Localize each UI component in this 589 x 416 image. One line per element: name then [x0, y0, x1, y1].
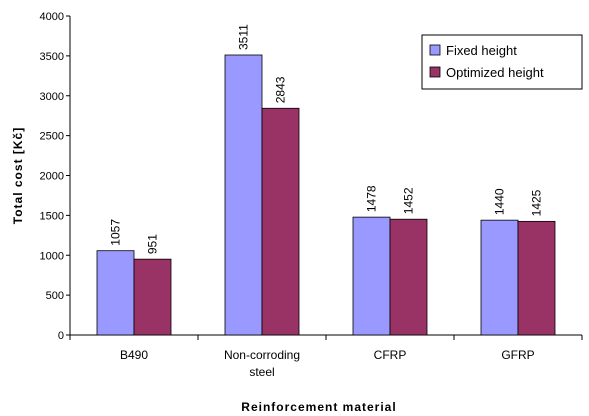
bar-fixed-height: [224, 54, 263, 336]
legend-swatch: [429, 44, 441, 56]
data-label: 1440: [493, 188, 507, 215]
data-label: 1425: [530, 189, 544, 216]
data-label: 3511: [237, 24, 251, 50]
bar-optimized-height: [133, 258, 172, 336]
category-label: GFRP: [501, 348, 534, 362]
y-tick-label: 3000: [40, 91, 64, 103]
data-label: 1452: [402, 187, 416, 214]
y-tick-label: 2000: [40, 171, 64, 183]
x-axis-title: Reinforcement material: [241, 400, 396, 414]
y-tick-label: 500: [46, 290, 64, 302]
y-tick-label: 0: [58, 330, 64, 342]
legend: Fixed height Optimized height: [421, 34, 583, 90]
legend-box: [421, 34, 583, 90]
y-tick-label: 3500: [40, 51, 64, 63]
bar-fixed-height: [96, 250, 135, 336]
bar-fixed-height: [352, 216, 391, 336]
data-label: 1478: [365, 185, 379, 212]
bar-fixed-height: [480, 219, 519, 336]
data-label: 1057: [109, 219, 123, 246]
bar-optimized-height: [517, 220, 556, 336]
category-label: CFRP: [374, 348, 407, 362]
category-label: steel: [249, 365, 274, 379]
y-tick-label: 1000: [40, 250, 64, 262]
data-label: 951: [146, 234, 160, 254]
y-tick-label: 2500: [40, 131, 64, 143]
data-label: 2843: [274, 76, 288, 103]
legend-swatch: [429, 66, 441, 78]
legend-label: Optimized height: [446, 65, 544, 80]
bar-optimized-height: [389, 218, 428, 336]
category-label: Non-corroding: [224, 348, 300, 362]
legend-label: Fixed height: [446, 43, 517, 58]
category-label: B490: [120, 348, 148, 362]
bar-optimized-height: [261, 107, 300, 336]
y-axis-title: Total cost [Kč]: [11, 127, 25, 224]
y-tick-label: 1500: [40, 210, 64, 222]
y-tick-label: 4000: [40, 11, 64, 23]
